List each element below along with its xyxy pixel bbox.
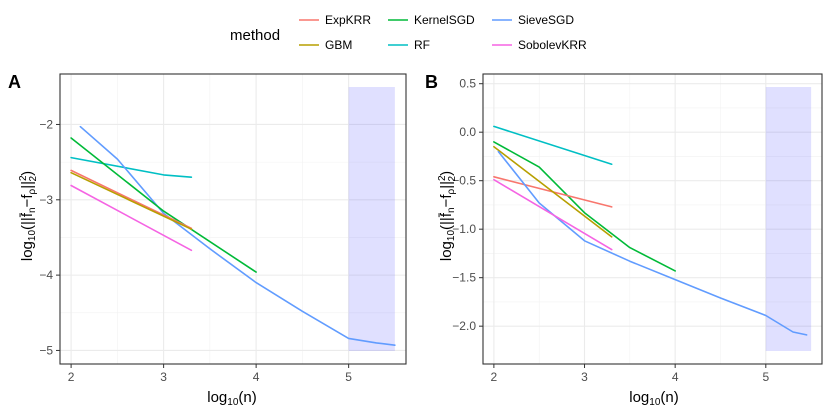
panel-b-tag: B — [425, 72, 438, 92]
panel-a-shaded-region — [348, 87, 395, 351]
panel-b-series-gbm — [493, 145, 613, 238]
legend-label-sobolevkrr: SobolevKRR — [518, 38, 587, 52]
legend-label-kernelsgd: KernelSGD — [414, 13, 475, 27]
panel-b-ytick-label: 0.0 — [459, 125, 476, 139]
panel-b-xtick-label: 4 — [672, 370, 679, 384]
panel-a-ytick-label: −2 — [39, 117, 53, 131]
legend-label-expkrr: ExpKRR — [325, 13, 371, 27]
panel-a-ylabel: log10(||f̄n−fρ||22) — [18, 171, 39, 261]
legend-label-gbm: GBM — [325, 38, 352, 52]
panel-b-xtick-label: 5 — [762, 370, 769, 384]
panel-a-tag: A — [8, 72, 21, 92]
panel-a-ytick-label: −4 — [39, 268, 53, 282]
legend-title: method — [230, 27, 280, 44]
panel-b-plot: 2 3 4 5 −2.0 −1.5 −1.0 −0.5 0.0 0.5 — [452, 73, 823, 384]
legend-label-sievesgd: SieveSGD — [518, 13, 574, 27]
panel-b-series-rf — [493, 125, 613, 165]
panel-b-ylabel: log10(||f̄n−fρ||22) — [437, 171, 458, 261]
panel-a-ytick-label: −3 — [39, 193, 53, 207]
panel-b-xtick-label: 3 — [581, 370, 588, 384]
panel-b-panel-border — [482, 73, 823, 365]
panel-b-xlabel: log10(n) — [629, 389, 679, 408]
panel-b-ytick-label: −1.0 — [452, 222, 476, 236]
panel-b-series-kernelsgd — [493, 141, 677, 272]
panel-b-ytick-label: −0.5 — [452, 174, 476, 188]
legend-label-rf: RF — [414, 38, 430, 52]
panel-a-xlabel: log10(n) — [207, 389, 257, 408]
panel-b-ytick-label: 0.5 — [459, 77, 476, 91]
panel-a-series-sievesgd — [79, 125, 396, 347]
panel-b-shaded-region — [765, 87, 812, 351]
panel-a-xtick-label: 2 — [68, 370, 75, 384]
panel-a-series-expkrr — [70, 169, 193, 230]
panel-a-panel-border — [59, 73, 407, 365]
panel-a-series-kernelsgd — [70, 137, 257, 273]
panel-a-xtick-label: 5 — [345, 370, 352, 384]
panel-b-xtick-label: 2 — [491, 370, 498, 384]
panel-b-ytick-label: −1.5 — [452, 271, 476, 285]
panel-b-series-sobolevkrr — [493, 178, 613, 251]
panel-a-ytick-label: −5 — [39, 343, 53, 357]
panel-a-series-sobolevkrr — [70, 184, 193, 252]
panel-a-series-gbm — [70, 171, 193, 230]
panel-b-ytick-label: −2.0 — [452, 319, 476, 333]
panel-a-xtick-label: 3 — [160, 370, 167, 384]
panel-a-plot: 2 3 4 5 −5 −4 −3 −2 — [39, 73, 407, 384]
legend: method ExpKRR GBM KernelSGD RF SieveSGD … — [230, 13, 587, 52]
panel-a-xtick-label: 4 — [253, 370, 260, 384]
